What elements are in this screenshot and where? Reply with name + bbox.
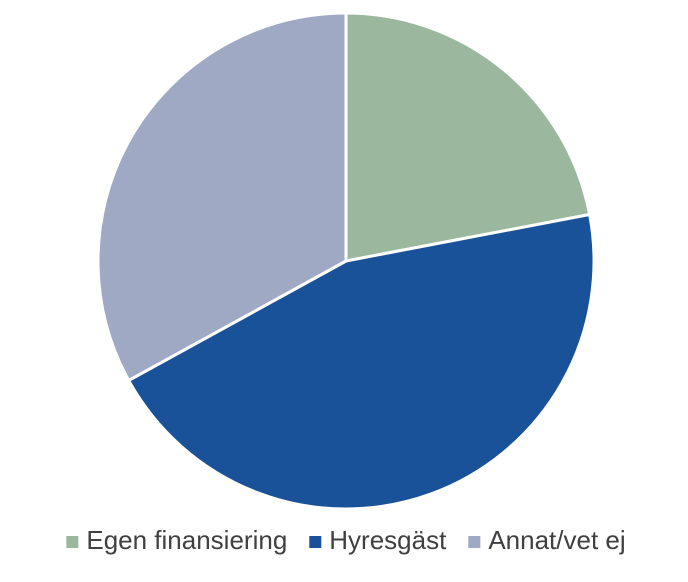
pie-slice — [127, 213, 596, 511]
legend-label: Hyresgäst — [329, 525, 447, 555]
legend: Egen finansiering Hyresgäst Annat/vet ej — [66, 525, 626, 555]
legend-label: Annat/vet ej — [488, 525, 625, 555]
legend-label: Egen finansiering — [86, 525, 287, 555]
legend-swatch — [309, 536, 322, 548]
legend-swatch — [66, 536, 79, 548]
pie-slice — [344, 11, 592, 263]
legend-swatch — [468, 536, 481, 548]
pie-slice — [96, 11, 348, 382]
